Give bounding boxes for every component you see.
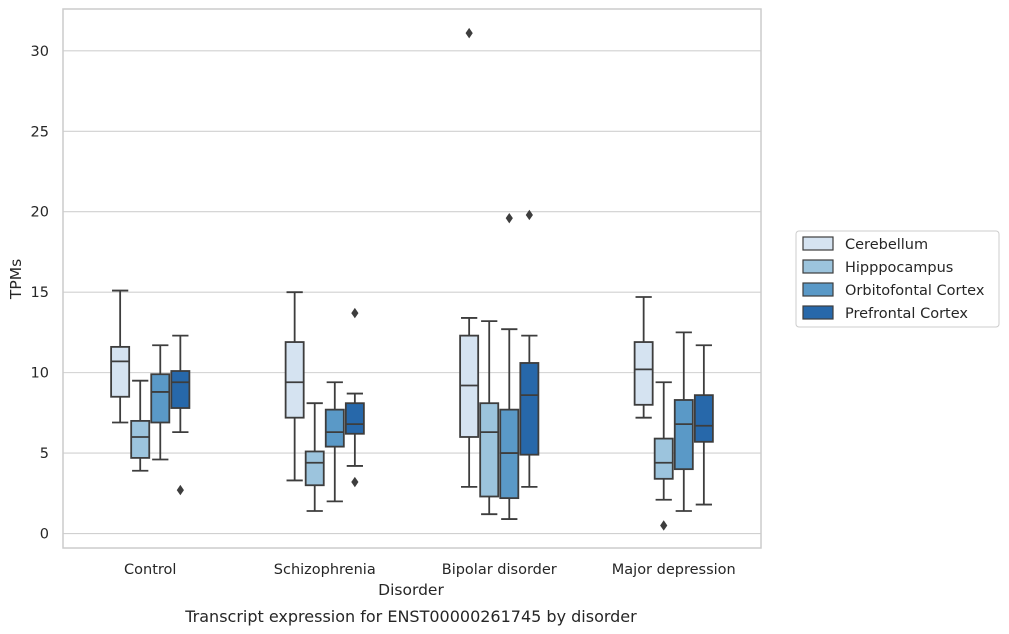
outlier-point (660, 520, 668, 531)
legend-swatch (802, 236, 834, 251)
x-tick-label: Major depression (612, 562, 736, 578)
y-tick-label: 10 (31, 366, 49, 382)
y-tick-label: 0 (40, 527, 49, 543)
x-tick-label: Bipolar disorder (442, 562, 557, 578)
box-iqr (693, 394, 714, 443)
legend-label: Hipppocampus (845, 260, 953, 276)
box-prefrontal-cortex-2 (519, 209, 540, 488)
box-iqr (170, 370, 191, 409)
box-hipppocampus-2 (479, 320, 500, 516)
legend-frame (795, 230, 1000, 328)
outlier-point (351, 476, 359, 488)
x-axis-ticks: Control Schizophrenia Bipolar disorder Majo… (124, 562, 736, 578)
outlier-point (351, 307, 359, 319)
box-iqr (284, 341, 305, 419)
x-tick-label: Control (124, 562, 176, 578)
box-iqr (519, 362, 540, 456)
legend-label: Cerebellum (845, 237, 928, 253)
box-iqr (324, 408, 345, 448)
legend-label: Prefrontal Cortex (845, 306, 968, 322)
y-tick-label: 30 (31, 44, 49, 60)
box-cerebellum-1 (284, 291, 305, 482)
box-iqr (633, 341, 654, 406)
box-orbitofontal-cortex-0 (150, 344, 171, 461)
legend-swatch (802, 282, 834, 297)
y-tick-label: 25 (31, 124, 49, 140)
legend-swatch (802, 305, 834, 320)
box-cerebellum-2 (459, 27, 480, 488)
box-iqr (479, 402, 500, 498)
legend-swatch (802, 259, 834, 274)
box-iqr (150, 373, 171, 424)
outlier-point (525, 209, 533, 221)
box-orbitofontal-cortex-1 (324, 381, 345, 503)
box-orbitofontal-cortex-3 (673, 331, 694, 512)
box-hipppocampus-3 (653, 381, 674, 531)
chart-caption: Transcript expression for ENST0000026174… (184, 607, 637, 626)
plot-frame (62, 8, 762, 549)
y-tick-label: 20 (31, 205, 49, 221)
box-iqr (304, 450, 325, 487)
box-cerebellum-3 (633, 296, 654, 419)
y-axis-ticks: 0 5 10 15 20 25 30 (31, 44, 49, 543)
outlier-point (505, 212, 513, 224)
outlier-point (465, 27, 473, 39)
box-groups (110, 27, 714, 531)
box-hipppocampus-0 (130, 379, 151, 472)
box-prefrontal-cortex-1 (344, 307, 365, 488)
legend: Cerebellum Hipppocampus Orbitofontal Corte… (795, 230, 1000, 328)
legend-label: Orbitofontal Cortex (845, 283, 985, 299)
box-prefrontal-cortex-0 (170, 334, 191, 496)
x-axis-label: Disorder (378, 581, 444, 599)
box-prefrontal-cortex-3 (693, 344, 714, 506)
box-iqr (110, 345, 131, 398)
box-iqr (344, 402, 365, 435)
box-iqr (673, 399, 694, 471)
outlier-point (176, 484, 184, 496)
box-iqr (653, 437, 674, 480)
y-axis-label: TPMs (7, 259, 25, 300)
box-iqr (130, 419, 151, 459)
x-tick-label: Schizophrenia (274, 562, 376, 578)
y-tick-label: 5 (40, 446, 49, 462)
box-orbitofontal-cortex-2 (499, 212, 520, 520)
box-cerebellum-0 (110, 289, 131, 424)
y-tick-label: 15 (31, 285, 49, 301)
box-hipppocampus-1 (304, 402, 325, 512)
